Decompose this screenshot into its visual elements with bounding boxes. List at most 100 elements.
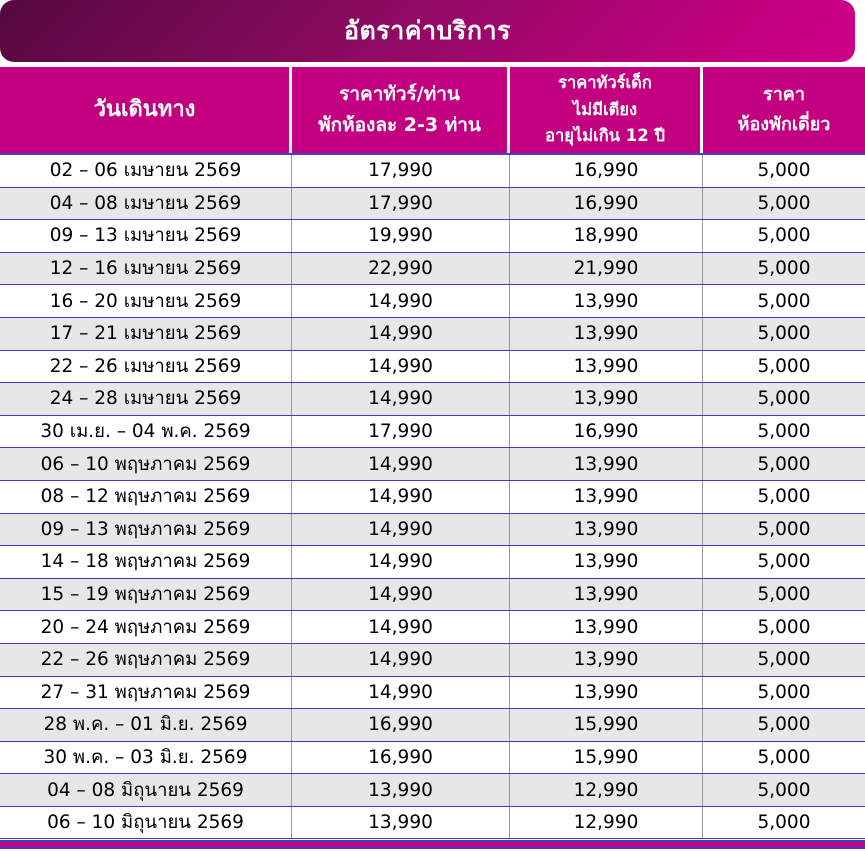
- single-room-cell: 5,000: [757, 453, 811, 475]
- adult-price-cell: 17,990: [292, 187, 510, 220]
- column-header-line: วันเดินทาง: [93, 96, 196, 122]
- table-row: 12 – 16 เมษายน 2569 22,990 21,990 5,000: [0, 252, 865, 286]
- child-price-cell: 13,990: [510, 578, 703, 611]
- single-room-cell: 5,000: [757, 812, 811, 834]
- adult-price-cell: 19,990: [292, 220, 510, 252]
- adult-price-cell: 14,990: [292, 578, 510, 611]
- single-room-cell: 5,000: [757, 518, 811, 540]
- adult-price-cell: 13,990: [292, 774, 510, 806]
- date-cell: 24 – 28 เมษายน 2569: [0, 383, 292, 415]
- date-cell: 12 – 16 เมษายน 2569: [0, 252, 292, 285]
- table-row: 08 – 12 พฤษภาคม 2569 14,990 13,990 5,000: [0, 480, 865, 514]
- child-price-cell: 13,990: [510, 317, 703, 350]
- date-cell: 30 พ.ค. – 03 มิ.ย. 2569: [0, 741, 292, 774]
- date-cell: 17 – 21 เมษายน 2569: [0, 317, 292, 350]
- date-cell: 16 – 20 เมษายน 2569: [0, 285, 292, 317]
- table-row: 28 พ.ค. – 01 มิ.ย. 2569 16,990 15,990 5,000: [0, 709, 865, 742]
- column-header-dates: วันเดินทาง: [0, 67, 292, 153]
- child-price-cell: 12,990: [510, 806, 703, 839]
- table-row: 15 – 19 พฤษภาคม 2569 14,990 13,990 5,000: [0, 578, 865, 612]
- date-cell: 04 – 08 มิถุนายน 2569: [0, 774, 292, 806]
- column-header-line: ราคาทัวร์/ท่าน: [339, 82, 460, 105]
- date-cell: 27 – 31 พฤษภาคม 2569: [0, 676, 292, 709]
- table-row: 22 – 26 เมษายน 2569 14,990 13,990 5,000: [0, 350, 865, 384]
- table-row: 16 – 20 เมษายน 2569 14,990 13,990 5,000: [0, 285, 865, 318]
- child-price-cell: 12,990: [510, 774, 703, 806]
- child-price-cell: 21,990: [510, 252, 703, 285]
- single-room-cell: 5,000: [757, 290, 811, 312]
- table-row: 02 – 06 เมษายน 2569 17,990 16,990 5,000: [0, 155, 865, 188]
- adult-price-cell: 14,990: [292, 676, 510, 709]
- child-price-cell: 18,990: [510, 220, 703, 252]
- table-row: 24 – 28 เมษายน 2569 14,990 13,990 5,000: [0, 383, 865, 416]
- child-price-cell: 16,990: [510, 415, 703, 448]
- column-header-line: อายุไม่เกิน 12 ปี: [545, 126, 665, 146]
- child-price-cell: 13,990: [510, 676, 703, 709]
- date-cell: 28 พ.ค. – 01 มิ.ย. 2569: [0, 709, 292, 741]
- table-row: 27 – 31 พฤษภาคม 2569 14,990 13,990 5,000: [0, 676, 865, 710]
- date-cell: 06 – 10 มิถุนายน 2569: [0, 806, 292, 839]
- date-cell: 02 – 06 เมษายน 2569: [0, 155, 292, 187]
- date-cell: 14 – 18 พฤษภาคม 2569: [0, 546, 292, 578]
- date-cell: 08 – 12 พฤษภาคม 2569: [0, 480, 292, 513]
- single-room-cell: 5,000: [757, 421, 811, 443]
- child-price-cell: 13,990: [510, 611, 703, 643]
- single-room-cell: 5,000: [757, 486, 811, 508]
- child-price-cell: 16,990: [510, 187, 703, 220]
- date-cell: 04 – 08 เมษายน 2569: [0, 187, 292, 220]
- adult-price-cell: 14,990: [292, 643, 510, 676]
- column-header-line: พักห้องละ 2-3 ท่าน: [318, 114, 481, 136]
- child-price-cell: 13,990: [510, 383, 703, 415]
- adult-price-cell: 14,990: [292, 285, 510, 317]
- single-room-cell: 5,000: [757, 388, 811, 410]
- single-room-cell: 5,000: [757, 616, 811, 638]
- adult-price-cell: 14,990: [292, 448, 510, 480]
- single-room-cell: 5,000: [757, 714, 811, 736]
- table-body: 02 – 06 เมษายน 2569 17,990 16,990 5,000 04 –…: [0, 155, 865, 840]
- column-header-child_price: ราคาทัวร์เด็กไม่มีเตียงอายุไม่เกิน 12 ปี: [510, 67, 703, 153]
- column-header-line: ราคาทัวร์เด็ก: [558, 73, 652, 93]
- table-row: 06 – 10 พฤษภาคม 2569 14,990 13,990 5,000: [0, 448, 865, 481]
- child-price-cell: 15,990: [510, 741, 703, 774]
- adult-price-cell: 14,990: [292, 546, 510, 578]
- single-room-cell: 5,000: [757, 192, 811, 214]
- title-banner: อัตราค่าบริการ: [0, 0, 855, 62]
- table-header-row: วันเดินทาง ราคาทัวร์/ท่านพักห้องละ 2-3 ท่…: [0, 67, 865, 155]
- date-cell: 20 – 24 พฤษภาคม 2569: [0, 611, 292, 643]
- adult-price-cell: 14,990: [292, 513, 510, 546]
- table-row: 06 – 10 มิถุนายน 2569 13,990 12,990 5,000: [0, 806, 865, 840]
- single-room-cell: 5,000: [757, 681, 811, 703]
- table-row: 30 พ.ค. – 03 มิ.ย. 2569 16,990 15,990 5,000: [0, 741, 865, 775]
- child-price-cell: 15,990: [510, 709, 703, 741]
- single-room-cell: 5,000: [757, 225, 811, 247]
- next-section-edge: [0, 840, 865, 850]
- single-room-cell: 5,000: [757, 584, 811, 606]
- child-price-cell: 13,990: [510, 643, 703, 676]
- single-room-cell: 5,000: [757, 779, 811, 801]
- date-cell: 09 – 13 พฤษภาคม 2569: [0, 513, 292, 546]
- date-cell: 15 – 19 พฤษภาคม 2569: [0, 578, 292, 611]
- table-row: 04 – 08 มิถุนายน 2569 13,990 12,990 5,000: [0, 774, 865, 807]
- table-row: 09 – 13 เมษายน 2569 19,990 18,990 5,000: [0, 220, 865, 253]
- single-room-cell: 5,000: [757, 746, 811, 768]
- child-price-cell: 16,990: [510, 155, 703, 187]
- date-cell: 06 – 10 พฤษภาคม 2569: [0, 448, 292, 480]
- adult-price-cell: 14,990: [292, 480, 510, 513]
- child-price-cell: 13,990: [510, 448, 703, 480]
- child-price-cell: 13,990: [510, 480, 703, 513]
- single-room-cell: 5,000: [757, 258, 811, 280]
- table-row: 22 – 26 พฤษภาคม 2569 14,990 13,990 5,000: [0, 643, 865, 677]
- adult-price-cell: 13,990: [292, 806, 510, 839]
- date-cell: 22 – 26 เมษายน 2569: [0, 350, 292, 383]
- adult-price-cell: 17,990: [292, 415, 510, 448]
- date-cell: 30 เม.ย. – 04 พ.ค. 2569: [0, 415, 292, 448]
- single-room-cell: 5,000: [757, 551, 811, 573]
- table-row: 04 – 08 เมษายน 2569 17,990 16,990 5,000: [0, 187, 865, 221]
- adult-price-cell: 14,990: [292, 383, 510, 415]
- page-title: อัตราค่าบริการ: [344, 16, 511, 45]
- column-header-line: ไม่มีเตียง: [572, 99, 638, 119]
- column-header-single_room: ราคา ห้องพักเดี่ยว: [703, 67, 865, 153]
- adult-price-cell: 22,990: [292, 252, 510, 285]
- adult-price-cell: 14,990: [292, 350, 510, 383]
